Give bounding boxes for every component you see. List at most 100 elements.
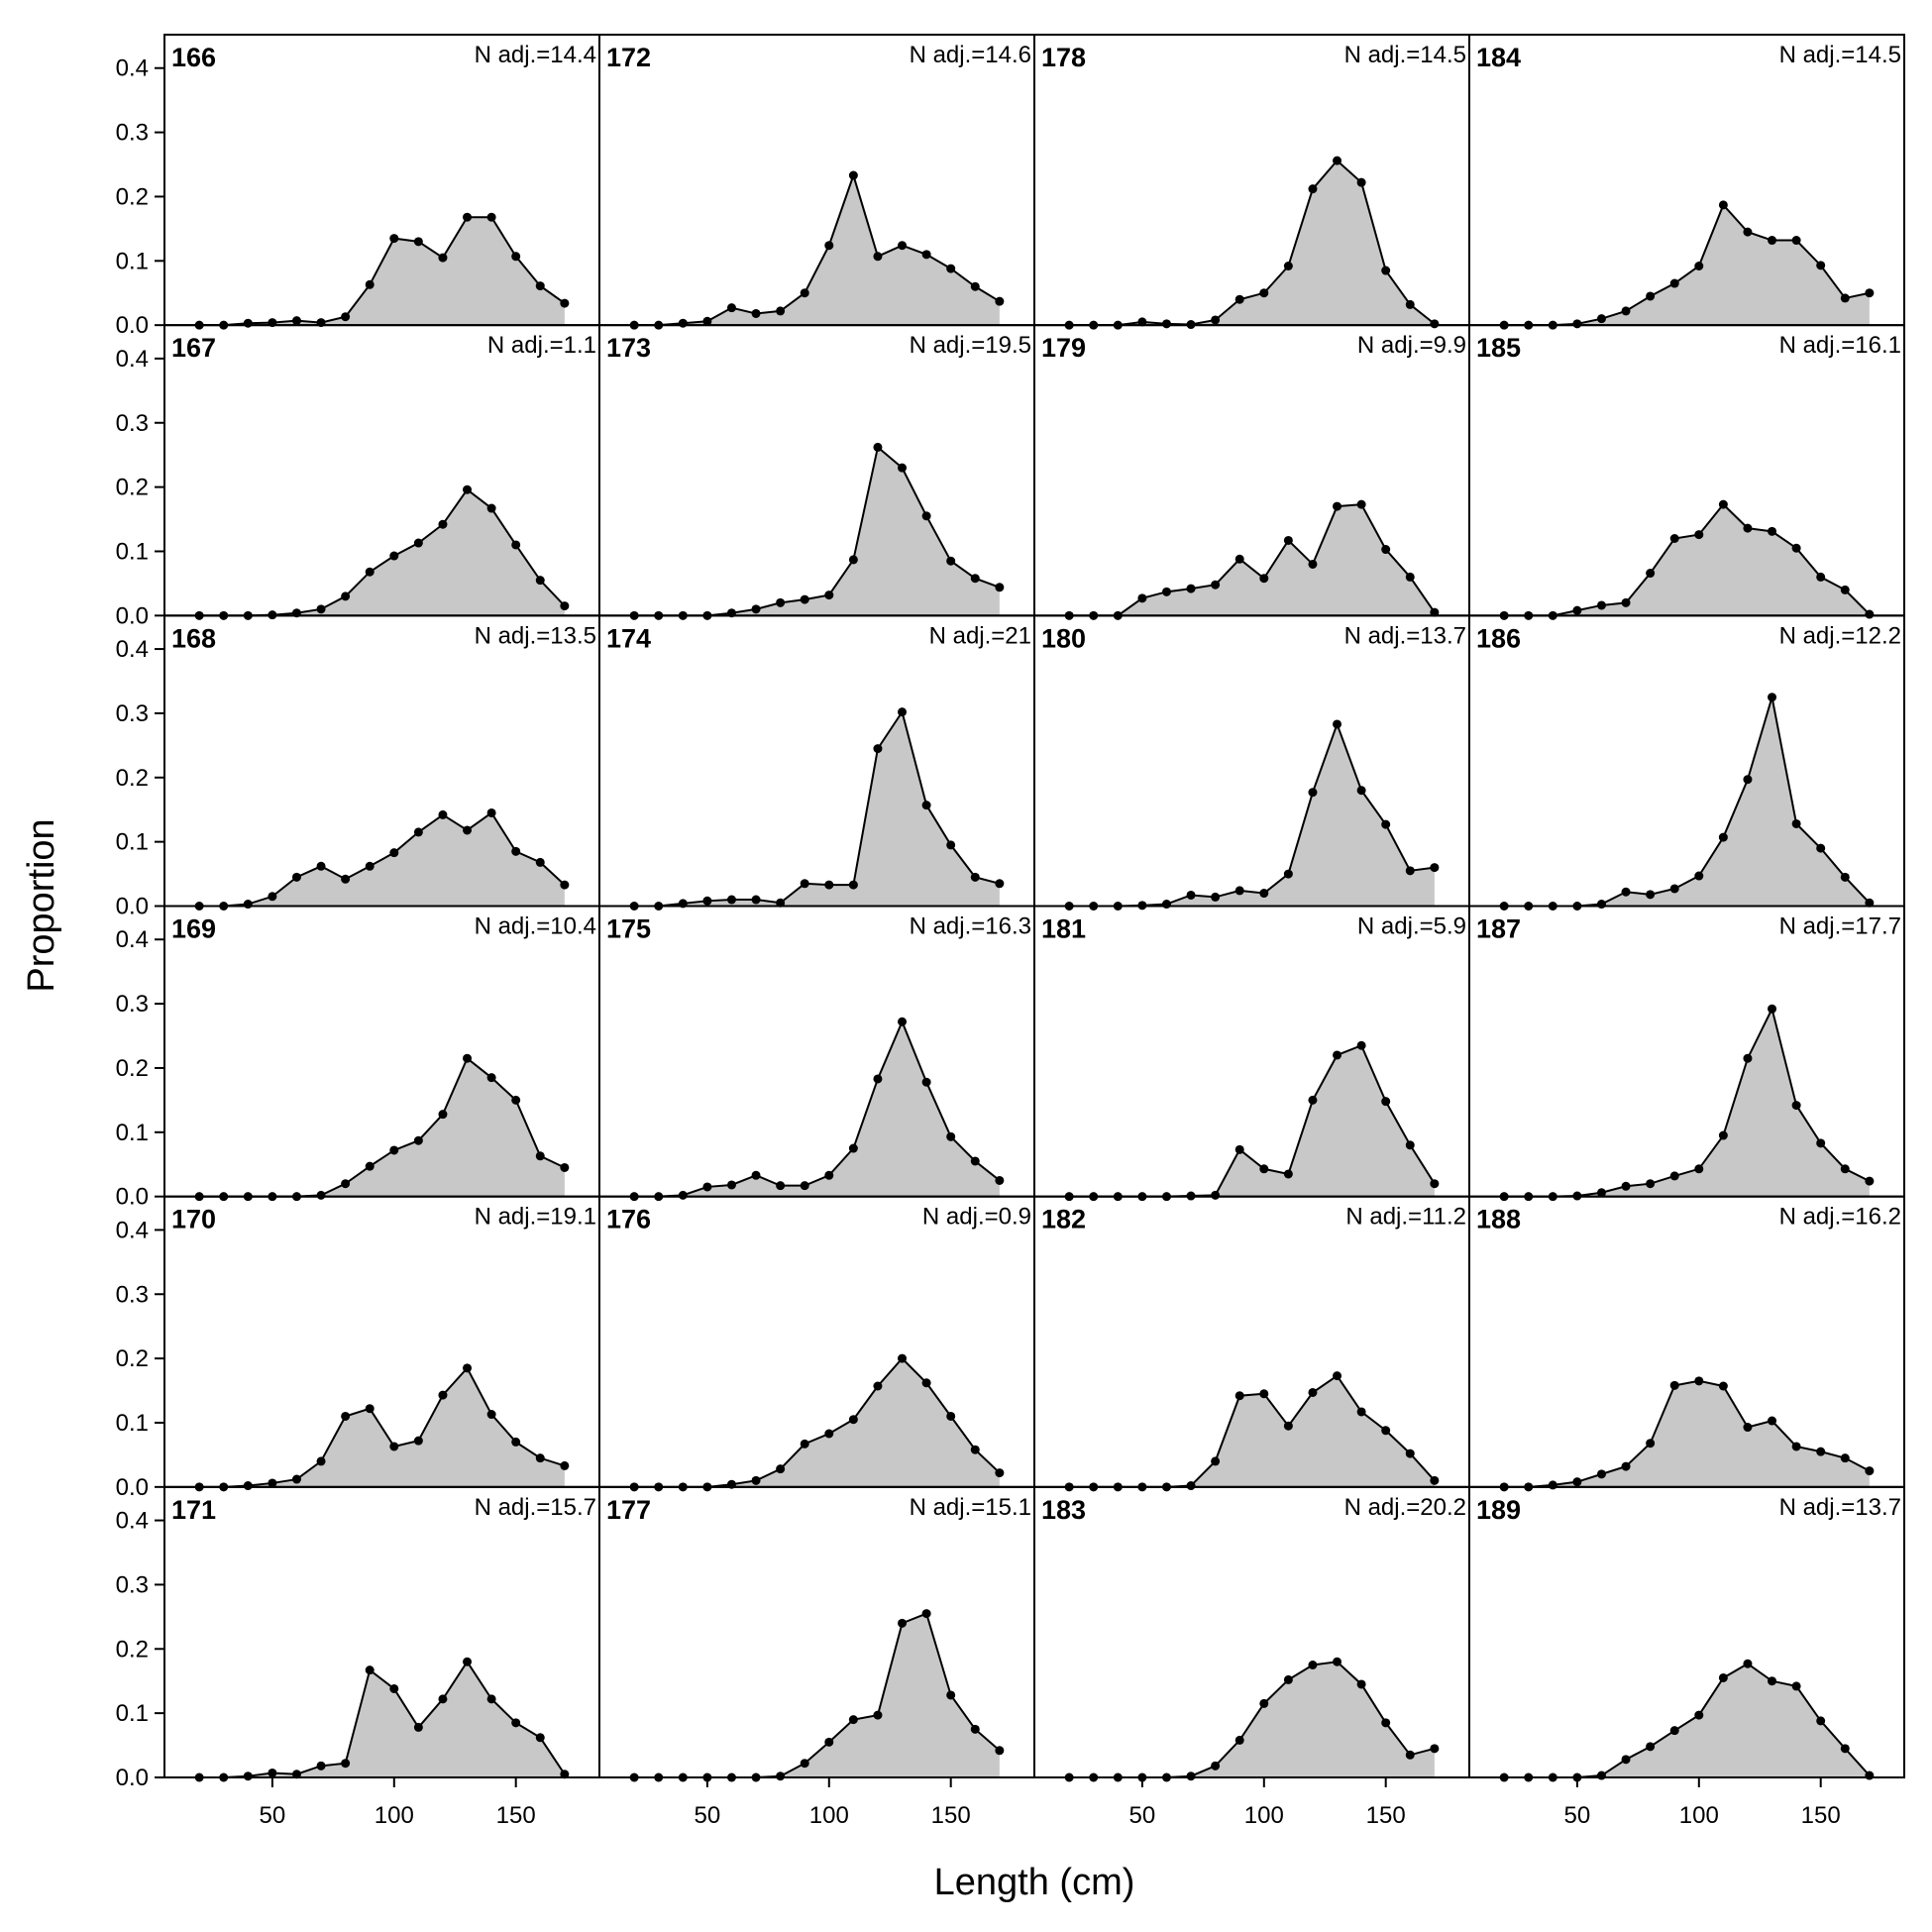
point [1743, 1659, 1753, 1668]
point [511, 1437, 521, 1447]
x-tick-label: 100 [1244, 1802, 1284, 1829]
point [1356, 1040, 1366, 1050]
x-tick-label: 150 [1366, 1802, 1406, 1829]
point [1308, 788, 1318, 798]
panel-title: 169 [171, 914, 216, 944]
point [1596, 1188, 1606, 1198]
point [486, 1410, 496, 1420]
annotation: N adj.=1.1 [487, 332, 596, 359]
point [1283, 869, 1293, 879]
annotation: N adj.=16.3 [910, 913, 1031, 940]
point [824, 1429, 834, 1439]
panel-title: 175 [606, 914, 651, 944]
x-tick-label: 100 [375, 1802, 414, 1829]
point [1259, 1389, 1269, 1399]
point [1259, 1164, 1269, 1174]
point [1718, 1130, 1728, 1140]
point [995, 583, 1005, 592]
point [1405, 866, 1415, 876]
point [1646, 890, 1656, 900]
point [1234, 1735, 1244, 1745]
y-tick-label: 0.4 [116, 636, 149, 663]
area [1069, 1375, 1435, 1487]
panel-title: 170 [171, 1205, 216, 1234]
panel-title: 177 [606, 1495, 651, 1525]
point [486, 807, 496, 817]
area [199, 1058, 565, 1197]
point [1259, 889, 1269, 899]
panel-title: 174 [606, 623, 651, 653]
panel-frame [1468, 905, 1905, 1198]
point [1356, 499, 1366, 509]
point [413, 538, 423, 548]
panel-frame [1468, 1485, 1905, 1779]
annotation: N adj.=21 [929, 622, 1031, 649]
point [511, 846, 521, 856]
point [824, 590, 834, 600]
x-tick-label: 150 [1801, 1802, 1841, 1829]
panel-title: 179 [1041, 333, 1086, 363]
point [995, 1468, 1005, 1478]
point [316, 1761, 326, 1771]
y-tick-label: 0.2 [116, 765, 149, 792]
point [243, 318, 253, 328]
y-tick-label: 0.3 [116, 991, 149, 1018]
point [341, 591, 351, 601]
point [1430, 1475, 1440, 1485]
point [776, 597, 786, 607]
point [560, 1460, 570, 1470]
point [800, 1759, 809, 1769]
point [1186, 1481, 1196, 1491]
y-tick-label: 0.4 [116, 1217, 149, 1243]
point [463, 1363, 473, 1373]
point [898, 1017, 908, 1026]
point [1333, 719, 1342, 729]
area [634, 711, 1000, 907]
point [560, 1162, 570, 1172]
point [438, 809, 448, 819]
point [824, 241, 834, 251]
point [1405, 1750, 1415, 1760]
point [1646, 569, 1656, 579]
area [1069, 1045, 1435, 1197]
point [1596, 600, 1606, 610]
point [1694, 261, 1704, 270]
point [1743, 1423, 1753, 1433]
point [970, 281, 980, 291]
annotation: N adj.=19.1 [475, 1204, 596, 1231]
point [463, 825, 473, 835]
point [995, 1175, 1005, 1185]
y-tick-label: 0.2 [116, 475, 149, 501]
point [1816, 843, 1826, 853]
line [634, 709, 1001, 908]
point [995, 879, 1005, 889]
y-tick-label: 0.4 [116, 926, 149, 953]
point [560, 298, 570, 308]
point [970, 1156, 980, 1166]
point [1234, 1391, 1244, 1401]
y-tick-label: 0.1 [116, 538, 149, 565]
point [1840, 872, 1850, 882]
point [463, 1053, 473, 1063]
point [1430, 863, 1440, 873]
point [1840, 1164, 1850, 1174]
y-tick-label: 0.4 [116, 55, 149, 82]
point [1405, 1140, 1415, 1150]
point [1186, 584, 1196, 593]
point [365, 1404, 375, 1414]
point [1356, 1407, 1366, 1417]
point [1865, 1466, 1875, 1476]
point [1356, 177, 1366, 187]
point [1621, 887, 1631, 897]
annotation: N adj.=20.2 [1344, 1494, 1466, 1521]
panel-title: 173 [606, 333, 651, 363]
point [1840, 1744, 1850, 1754]
point [243, 1481, 253, 1491]
panel-title: 181 [1041, 914, 1086, 944]
point [1865, 288, 1875, 298]
point [1381, 266, 1391, 275]
point [341, 874, 351, 884]
point [1308, 1387, 1318, 1397]
annotation: N adj.=5.9 [1357, 913, 1466, 940]
point [1669, 534, 1679, 544]
